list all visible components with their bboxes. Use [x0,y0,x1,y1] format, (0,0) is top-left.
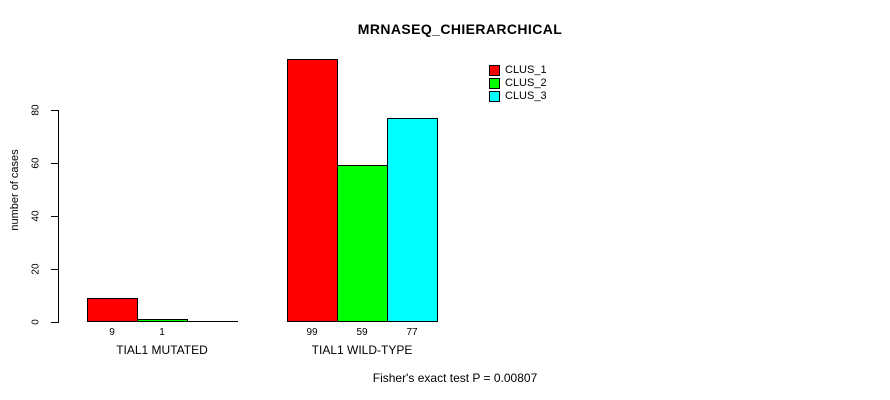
bar-clus_3-group2 [387,118,438,322]
legend-label: CLUS_2 [505,77,547,89]
legend: CLUS_1 CLUS_2 CLUS_3 [489,65,547,104]
legend-swatch-clus_3 [489,91,500,102]
y-axis-line [58,110,59,323]
legend-swatch-clus_2 [489,78,500,89]
y-tick-label: 80 [30,104,42,116]
bar-clus_2-group2 [337,165,388,322]
bar-value-label: 9 [109,327,115,338]
legend-item-clus_3: CLUS_3 [489,91,547,102]
y-tick-mark [51,322,58,323]
legend-item-clus_1: CLUS_1 [489,65,547,76]
y-axis-title: number of cases [9,149,21,231]
y-tick-mark [51,163,58,164]
fisher-test-annotation: Fisher's exact test P = 0.00807 [372,371,538,385]
bar-clus_3-group1-zero [187,321,238,322]
y-tick-mark [51,110,58,111]
bar-value-label: 77 [406,327,418,338]
legend-label: CLUS_3 [505,90,547,102]
bar-clus_1-group2 [287,59,338,322]
bar-value-label: 59 [356,327,368,338]
legend-label: CLUS_1 [505,64,547,76]
y-tick-label: 0 [30,319,42,325]
bar-value-label: 1 [159,327,165,338]
bar-clus_1-group1 [87,298,138,322]
y-tick-label: 60 [30,157,42,169]
x-category-label-tial1-wild-type: TIAL1 WILD-TYPE [311,343,413,357]
chart-title: MRNASEQ_CHIERARCHICAL [357,21,563,37]
bar-clus_2-group1 [137,319,188,322]
y-tick-mark [51,269,58,270]
bar-value-label: 99 [306,327,318,338]
legend-item-clus_2: CLUS_2 [489,78,547,89]
y-tick-label: 40 [30,210,42,222]
y-tick-label: 20 [30,263,42,275]
y-tick-mark [51,216,58,217]
x-category-label-tial1-mutated: TIAL1 MUTATED [116,343,208,357]
legend-swatch-clus_1 [489,65,500,76]
